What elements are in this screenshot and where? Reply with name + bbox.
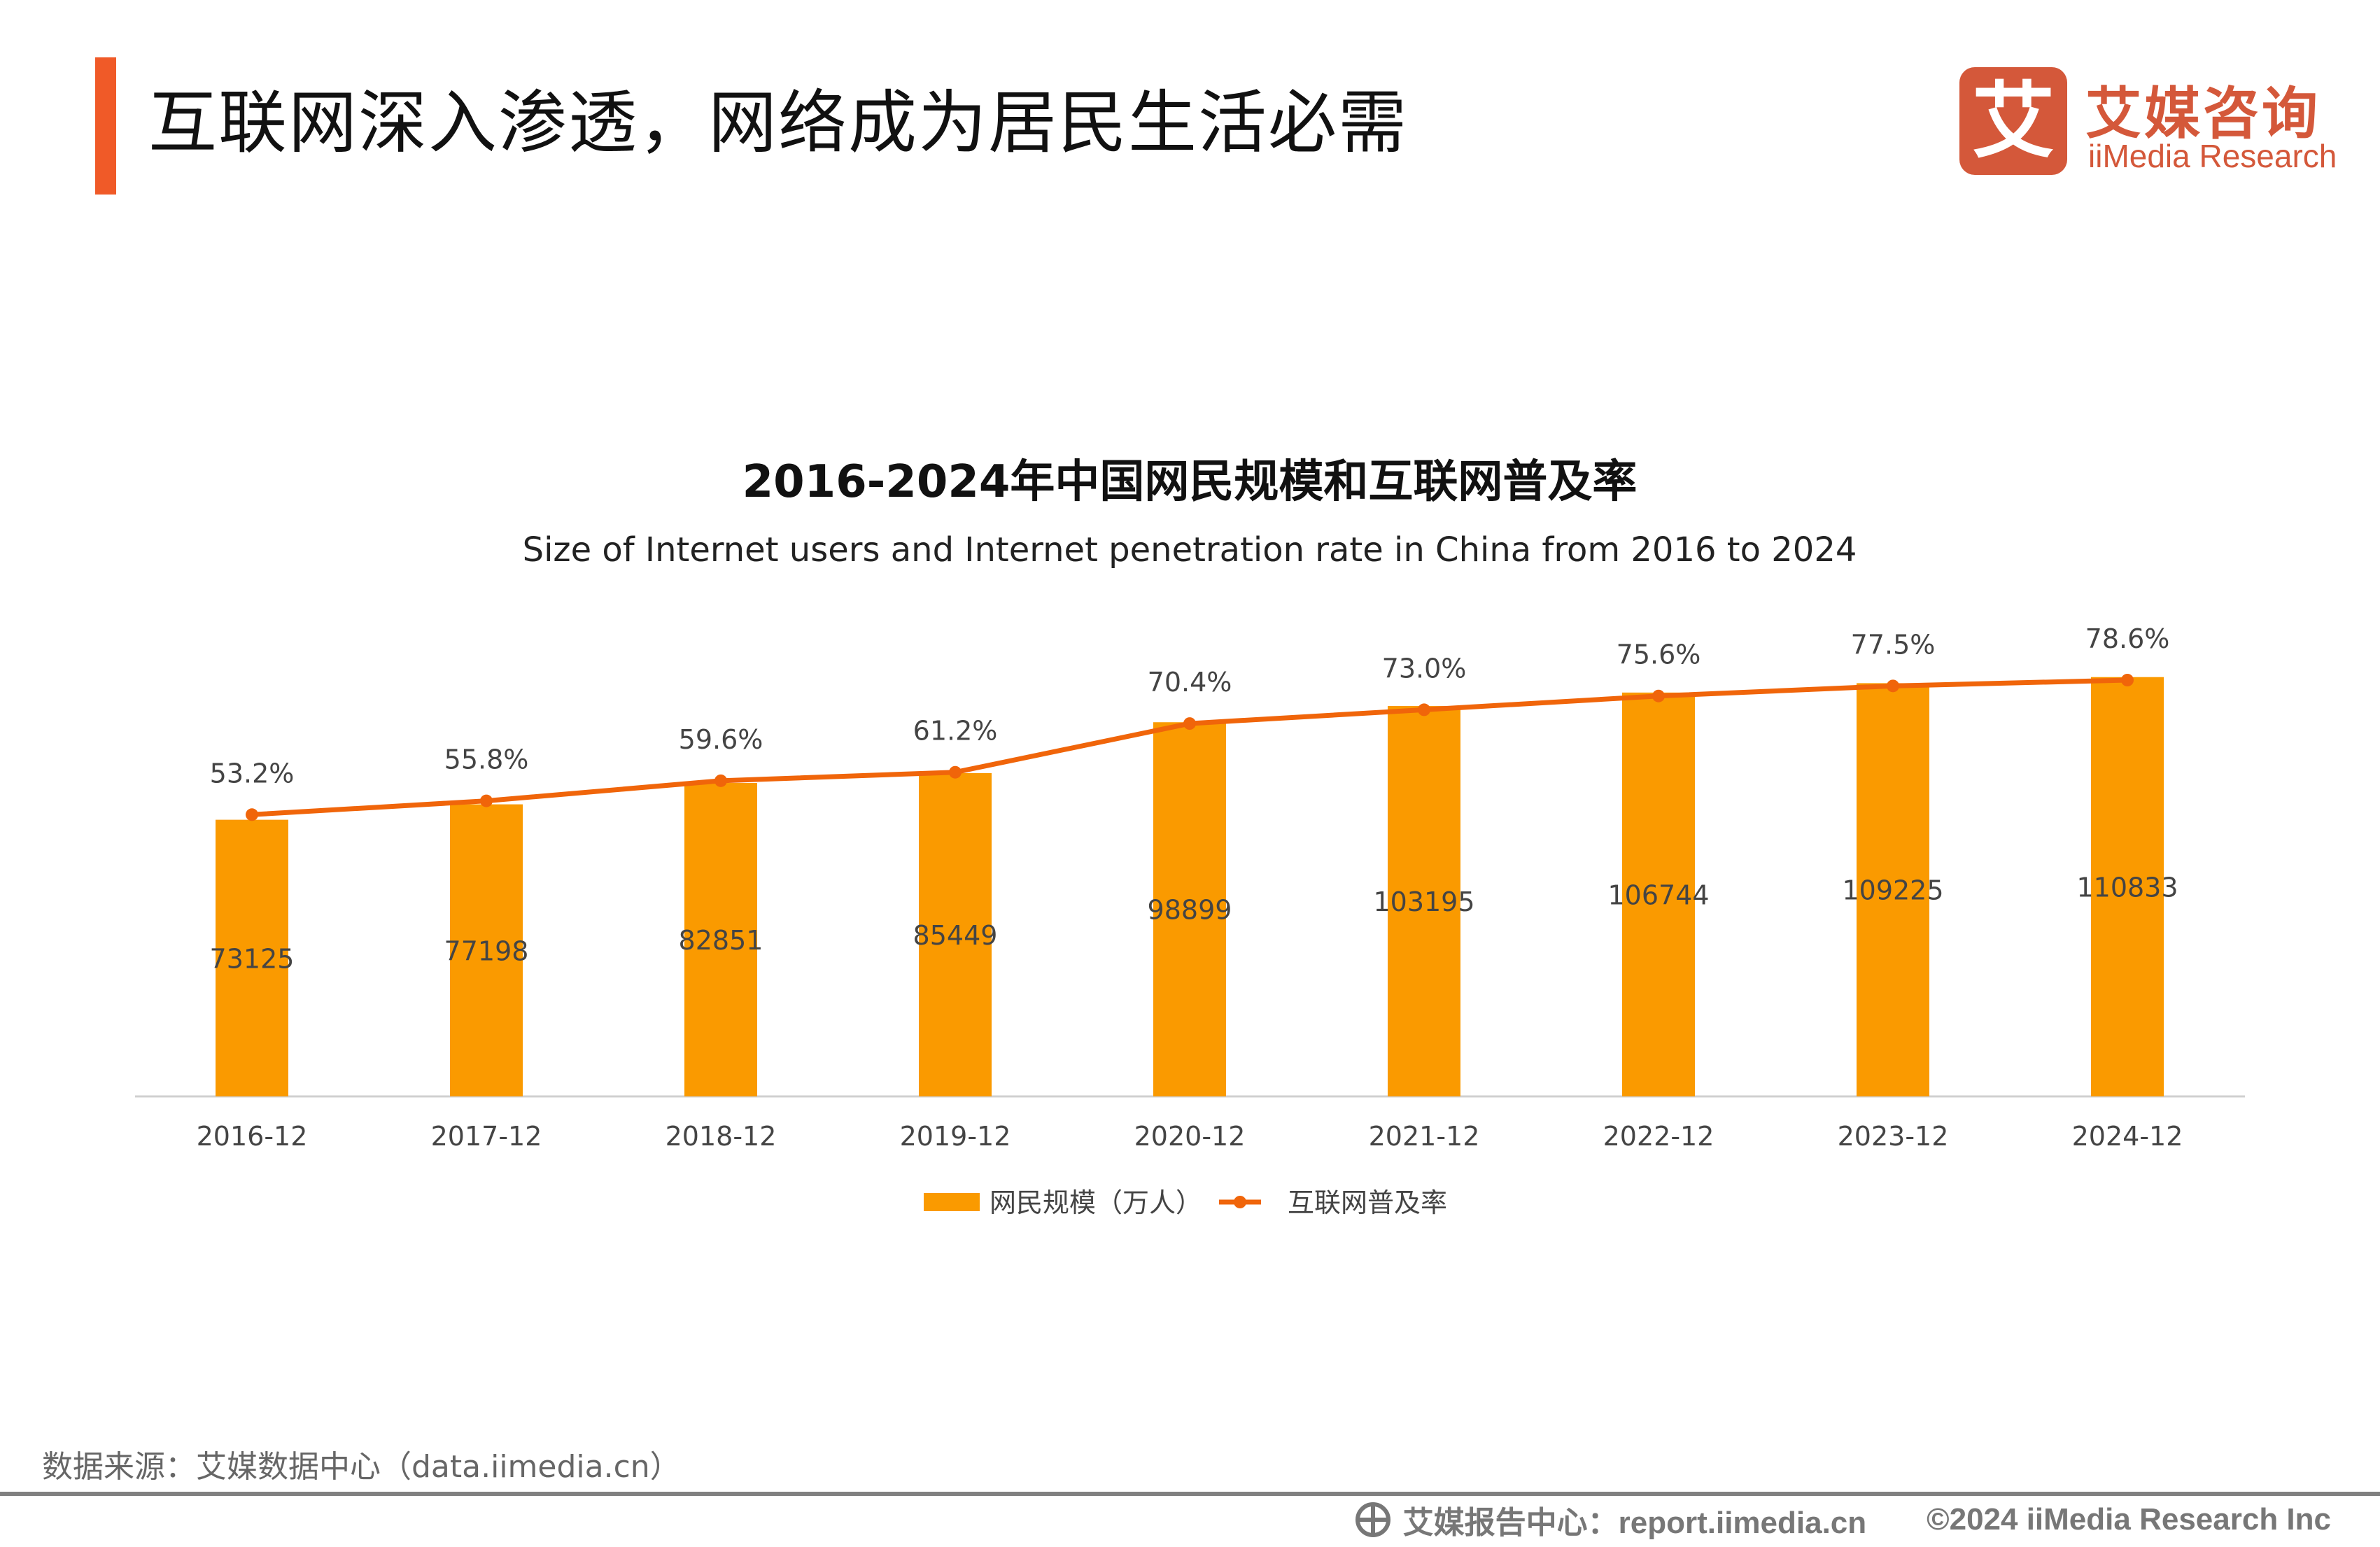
- x-tick-label: 2020-12: [1134, 1121, 1246, 1152]
- bar: [1857, 683, 1929, 1096]
- copyright: ©2024 iiMedia Research Inc: [1927, 1502, 2331, 1537]
- bar: [919, 772, 992, 1096]
- chart-title: 2016-2024年中国网民规模和互联网普及率: [742, 456, 1638, 508]
- bar-value-label: 109225: [1842, 875, 1943, 906]
- line-value-label: 78.6%: [2085, 623, 2170, 654]
- globe-icon: [1355, 1502, 1390, 1537]
- line-point: [1418, 703, 1430, 716]
- line-value-label: 73.0%: [1382, 653, 1467, 684]
- legend-swatch-bar: [924, 1193, 980, 1211]
- logo-mark: 艾: [1959, 67, 2067, 175]
- line-point: [1887, 679, 1899, 693]
- bar: [1622, 692, 1695, 1096]
- line-point: [1652, 689, 1665, 702]
- x-tick-label: 2021-12: [1369, 1121, 1480, 1152]
- logo-name-cn: 艾媒咨询: [2085, 81, 2321, 146]
- x-tick-label: 2016-12: [197, 1121, 308, 1152]
- bar: [1388, 706, 1460, 1096]
- line-point: [246, 808, 258, 821]
- x-tick-label: 2019-12: [900, 1121, 1011, 1152]
- page-title: 互联网深入渗透，网络成为居民生活必需: [148, 83, 1409, 163]
- legend: 网民规模（万人） 互联网普及率: [924, 1187, 1447, 1218]
- legend-label-line: 互联网普及率: [1288, 1187, 1447, 1218]
- footer-divider: [0, 1492, 2380, 1496]
- bar: [2091, 677, 2164, 1096]
- bar: [216, 819, 288, 1096]
- line-point: [2121, 673, 2134, 686]
- bar: [684, 783, 757, 1096]
- bar-value-label: 82851: [679, 925, 763, 956]
- logo-name-en: iiMedia Research: [2088, 138, 2337, 174]
- line-value-label: 70.4%: [1148, 667, 1232, 698]
- legend-swatch-marker: [1234, 1196, 1246, 1208]
- bar: [1153, 722, 1226, 1096]
- bar-value-label: 106744: [1607, 880, 1709, 910]
- bar-value-label: 73125: [210, 943, 295, 974]
- line-point: [480, 794, 493, 807]
- bar-value-label: 98899: [1148, 895, 1232, 926]
- bar: [450, 804, 523, 1096]
- line-point: [949, 765, 962, 779]
- data-source: 数据来源：艾媒数据中心（data.iimedia.cn）: [42, 1449, 681, 1485]
- x-tick-label: 2022-12: [1603, 1121, 1714, 1152]
- bar-value-label: 85449: [913, 920, 998, 951]
- report-center-link[interactable]: 艾媒报告中心：report.iimedia.cn: [1402, 1506, 1867, 1540]
- line-value-label: 55.8%: [444, 744, 529, 775]
- x-tick-label: 2018-12: [666, 1121, 777, 1152]
- x-tick-label: 2017-12: [431, 1121, 542, 1152]
- bar-value-label: 110833: [2076, 872, 2178, 903]
- x-tick-label: 2024-12: [2072, 1121, 2183, 1152]
- line-value-label: 61.2%: [913, 716, 998, 747]
- line-point: [714, 774, 727, 787]
- iimedia-logo: 艾 艾媒咨询 iiMedia Research: [1959, 67, 2344, 179]
- x-tick-label: 2023-12: [1838, 1121, 1949, 1152]
- line-value-label: 53.2%: [210, 758, 295, 789]
- bar-value-label: 103195: [1373, 886, 1474, 917]
- line-value-label: 75.6%: [1617, 640, 1701, 670]
- line-point: [1183, 717, 1196, 730]
- chart-subtitle: Size of Internet users and Internet pene…: [523, 530, 1857, 570]
- bar-value-label: 77198: [444, 935, 529, 966]
- title-accent-bar: [95, 57, 116, 195]
- line-value-label: 77.5%: [1851, 629, 1936, 660]
- footer: 艾媒报告中心：report.iimedia.cn ©2024 iiMedia R…: [1355, 1497, 2331, 1542]
- line-value-label: 59.6%: [679, 724, 763, 755]
- legend-label-bar: 网民规模（万人）: [990, 1187, 1202, 1218]
